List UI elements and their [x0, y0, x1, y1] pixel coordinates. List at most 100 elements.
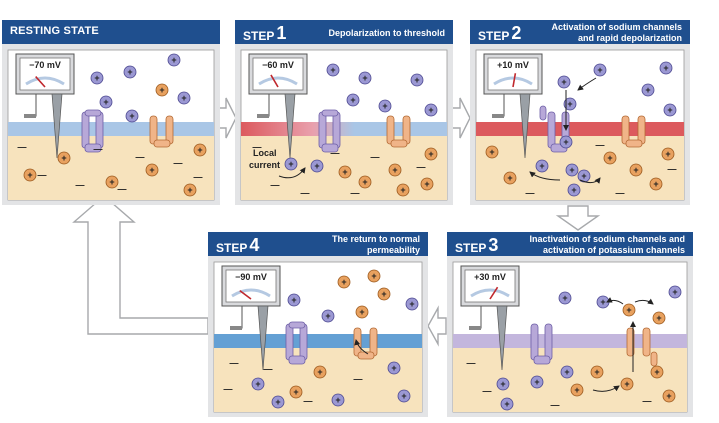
sodium-ion: + [287, 293, 301, 307]
voltmeter-scale [493, 76, 533, 86]
plus-sign: + [317, 367, 322, 377]
negative-charge: — [76, 180, 85, 190]
negative-charge: — [483, 386, 492, 396]
plus-sign: + [561, 77, 566, 87]
plus-sign: + [567, 99, 572, 109]
activation-gate [321, 109, 339, 117]
plus-sign: + [197, 145, 202, 155]
panel-step-4: STEP 4 The return to normal permeability −… [208, 232, 428, 417]
sodium-ion: + [530, 375, 544, 389]
plus-sign: + [293, 387, 298, 397]
sodium-ion: + [177, 91, 191, 105]
plus-sign: + [571, 185, 576, 195]
potassium-ion: + [155, 83, 169, 97]
plus-sign: + [171, 55, 176, 65]
plus-sign: + [129, 111, 134, 121]
potassium-channel [386, 115, 411, 148]
sodium-ion: + [560, 365, 574, 379]
potassium-channel-right-subunit [642, 327, 651, 357]
potassium-ion: + [485, 145, 499, 159]
plus-sign: + [61, 153, 66, 163]
inactivation-gate [533, 355, 551, 365]
potassium-ion: + [105, 175, 119, 189]
potassium-ion: + [622, 303, 636, 317]
plus-sign: + [581, 171, 586, 181]
step-number: 3 [488, 235, 499, 255]
sodium-ion: + [310, 159, 324, 173]
flow-arrow [427, 305, 447, 347]
sodium-ion: + [378, 99, 392, 113]
plus-sign: + [103, 97, 108, 107]
potassium-ion: + [661, 147, 675, 161]
negative-charge: — [271, 180, 280, 190]
plus-sign: + [645, 85, 650, 95]
plus-sign: + [392, 165, 397, 175]
plus-sign: + [325, 311, 330, 321]
local-current-label: current [249, 160, 280, 170]
potassium-ion: + [183, 183, 197, 197]
step-number: 4 [249, 235, 260, 255]
plus-sign: + [359, 307, 364, 317]
voltmeter-face [252, 57, 304, 91]
voltmeter: −60 mV [248, 53, 308, 95]
plus-sign: + [665, 149, 670, 159]
voltmeter: +30 mV [460, 265, 520, 307]
plus-sign: + [335, 395, 340, 405]
negative-charge: — [264, 364, 273, 374]
plasma-membrane [453, 334, 687, 348]
sodium-ion: + [410, 73, 424, 87]
flow-arrow [217, 97, 237, 139]
plus-sign: + [149, 165, 154, 175]
voltmeter: −70 mV [15, 53, 75, 95]
ion-movement-arrow [529, 171, 561, 181]
plus-sign: + [109, 177, 114, 187]
voltmeter-scale [231, 288, 271, 298]
plus-sign: + [666, 391, 671, 401]
plasma-membrane [476, 122, 684, 136]
sodium-channel-left-subunit [530, 323, 539, 361]
local-current-label: Local [253, 148, 277, 158]
plus-sign: + [597, 65, 602, 75]
plus-sign: + [507, 173, 512, 183]
potassium-channel [621, 115, 646, 148]
plasma-membrane [241, 122, 447, 136]
plus-sign: + [672, 287, 677, 297]
sodium-ion: + [563, 97, 577, 111]
negative-charge: — [94, 144, 103, 154]
potassium-ion: + [57, 151, 71, 165]
plus-sign: + [159, 85, 164, 95]
sodium-ion: + [123, 65, 137, 79]
plus-sign: + [534, 377, 539, 387]
step-number: 1 [276, 23, 287, 43]
plus-sign: + [362, 177, 367, 187]
sodium-ion: + [500, 397, 514, 411]
sodium-channel-left-subunit [81, 111, 90, 149]
step-label: STEP 4 [216, 235, 260, 255]
voltage-reading: +30 mV [474, 272, 506, 282]
plus-sign: + [667, 105, 672, 115]
negative-charge: — [371, 152, 380, 162]
plus-sign: + [656, 313, 661, 323]
plus-sign: + [414, 75, 419, 85]
step-description: The return to normal permeability [331, 234, 420, 255]
activation-gate [288, 321, 306, 329]
potassium-ion: + [420, 177, 434, 191]
plus-sign: + [600, 297, 605, 307]
potassium-ion: + [650, 365, 664, 379]
potassium-ion: + [662, 389, 676, 403]
sodium-ion: + [567, 183, 581, 197]
voltage-reading: −70 mV [29, 60, 61, 70]
cytosol [453, 348, 687, 412]
voltage-reading: +10 mV [497, 60, 529, 70]
panel-header: STEP 1 Depolarization to threshold [235, 20, 453, 44]
reference-electrode [257, 114, 269, 118]
plus-sign: + [381, 289, 386, 299]
potassium-ion: + [313, 365, 327, 379]
electrode [284, 93, 296, 159]
electrode [496, 305, 508, 371]
potassium-ion: + [629, 163, 643, 177]
negative-charge: — [331, 148, 340, 158]
voltage-reading: −60 mV [262, 60, 294, 70]
negative-charge: — [616, 188, 625, 198]
